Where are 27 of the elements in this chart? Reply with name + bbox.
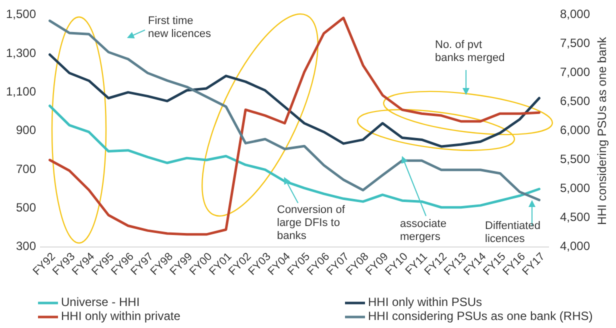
line-series [48,53,540,148]
y2-tick-label: 6,500 [560,94,590,108]
y-tick-label: 1,100 [6,84,36,99]
y-tick-label: 900 [16,123,36,138]
legend-label: HHI only within private [61,309,181,324]
y2-tick-label: 7,500 [560,36,590,50]
y2-axis-title: HHI considering PSUs as one bank [595,36,609,226]
annotation: Conversion of large DFIs to banks [277,204,346,242]
y2-tick-label: 7,000 [560,65,590,80]
annotation: associate mergers [400,218,446,243]
y-tick-label: 700 [16,162,36,176]
annotation: Diffentiated licences [485,220,540,245]
legend-label: Universe - HHI [61,295,140,310]
legend-label: HHI only within PSUs [368,295,482,310]
legend-label: HHI considering PSUs as one bank (RHS) [368,309,593,324]
y-tick-label: 300 [16,239,36,254]
y2-tick-label: 8,000 [560,7,590,22]
y-tick-label: 1,500 [6,7,36,22]
annotation: No. of pvt banks merged [435,39,505,64]
y2-tick-label: 5,500 [560,152,590,166]
y-tick-label: 1,300 [6,46,36,60]
annotation: First time new licences [148,15,212,40]
y2-tick-label: 4,000 [560,239,590,254]
y2-tick-label: 5,000 [560,181,590,196]
y2-tick-label: 6,000 [560,123,590,138]
y2-tick-label: 4,500 [560,210,590,224]
y-tick-label: 500 [16,200,36,215]
